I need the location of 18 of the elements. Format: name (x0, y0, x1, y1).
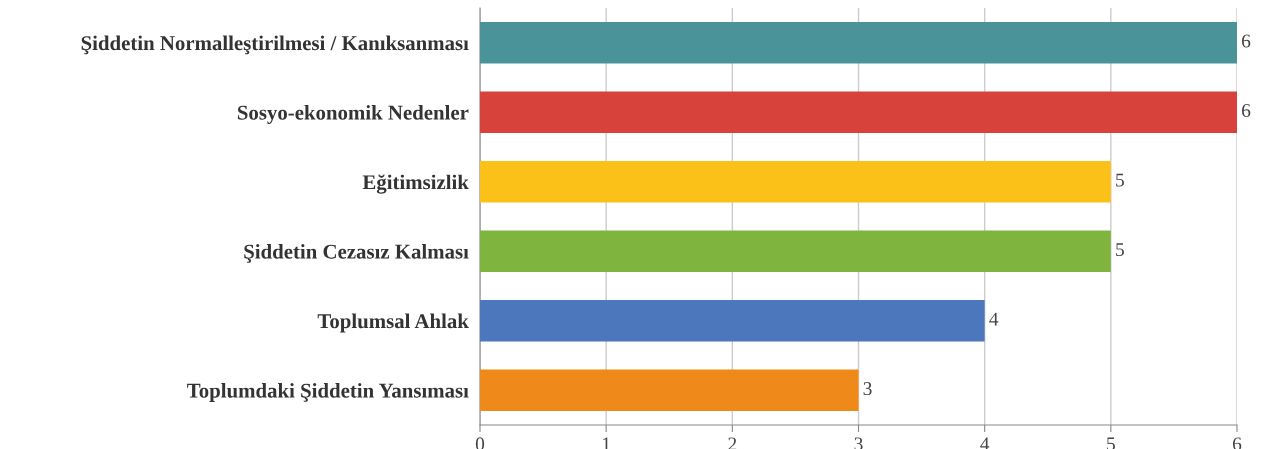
bar (480, 299, 985, 342)
data-label: 6 (1242, 104, 1251, 118)
y-tick-label: Toplumdaki Şiddetin Yansıması (187, 383, 469, 402)
bar (480, 21, 1237, 64)
data-label: 6 (1242, 34, 1251, 48)
data-label: 5 (1116, 243, 1124, 257)
bar (480, 91, 1237, 134)
bar (480, 369, 859, 412)
y-tick-label: Eğitimsizlik (362, 174, 469, 194)
y-tick-label: Toplumsal Ahlak (317, 313, 469, 333)
y-tick-label: Şiddetin Cezasız Kalması (244, 244, 469, 263)
data-label: 5 (1116, 173, 1124, 187)
y-tick-label: Sosyo-ekonomik Nedenler (237, 105, 469, 124)
data-label: 4 (989, 312, 999, 326)
y-tick-label: Şiddetin Normalleştirilmesi / Kanıksanması (81, 35, 469, 55)
bar (480, 160, 1111, 203)
data-label: 3 (863, 382, 872, 396)
bar (480, 230, 1111, 273)
